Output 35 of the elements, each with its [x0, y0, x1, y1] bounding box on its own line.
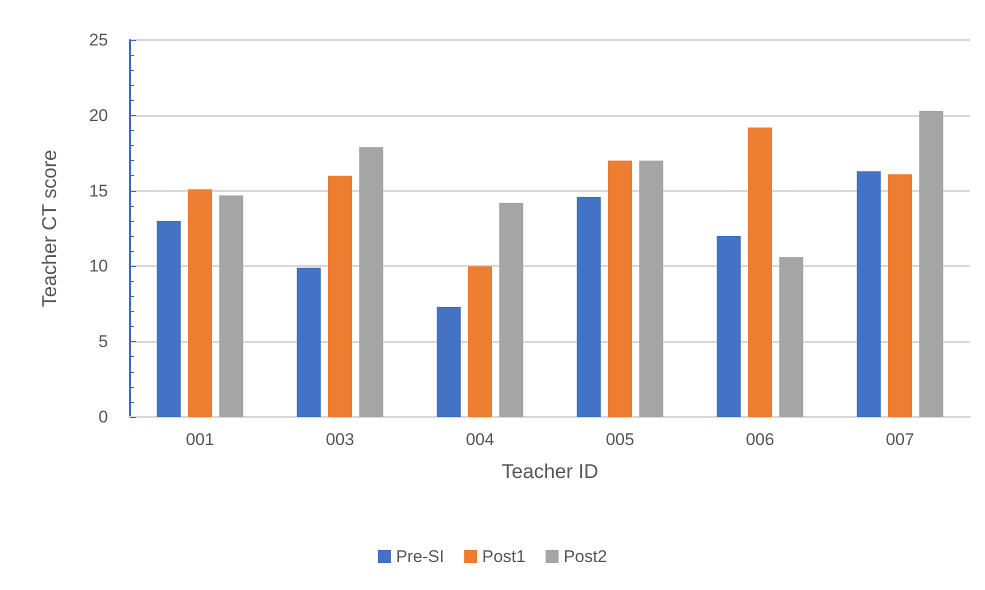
legend-label: Post1	[482, 547, 526, 566]
bar	[296, 268, 321, 417]
bar	[156, 220, 181, 417]
legend-label: Pre-SI	[396, 547, 444, 566]
bar	[748, 127, 772, 417]
bar	[608, 160, 632, 417]
x-tick-label: 005	[606, 430, 634, 449]
bar	[436, 306, 461, 417]
bar	[468, 266, 492, 417]
bar	[639, 160, 664, 417]
y-tick-label: 5	[98, 332, 108, 352]
bar	[499, 202, 524, 417]
legend-label: Post2	[564, 547, 608, 566]
x-tick-label: 006	[746, 430, 774, 449]
bar	[716, 236, 741, 417]
x-tick-label: 004	[466, 430, 494, 449]
bar	[219, 195, 244, 417]
y-tick-label: 20	[89, 106, 108, 125]
bar	[188, 189, 212, 417]
y-tick-label: 25	[89, 30, 108, 50]
bar	[576, 196, 601, 417]
x-tick-label: 007	[886, 430, 914, 449]
bar	[888, 174, 912, 417]
y-axis-title: Teacher CT score	[39, 150, 61, 308]
bar	[779, 257, 804, 417]
y-tick-label: 15	[89, 181, 108, 200]
y-tick-label: 0	[98, 408, 108, 426]
x-tick-label: 001	[186, 430, 214, 449]
x-tick-label: 003	[326, 430, 354, 449]
bar	[919, 110, 944, 417]
y-tick-label: 10	[89, 256, 108, 276]
bar	[359, 147, 384, 417]
bar	[328, 176, 352, 417]
bar	[856, 171, 881, 417]
x-axis-title: Teacher ID	[502, 461, 598, 483]
